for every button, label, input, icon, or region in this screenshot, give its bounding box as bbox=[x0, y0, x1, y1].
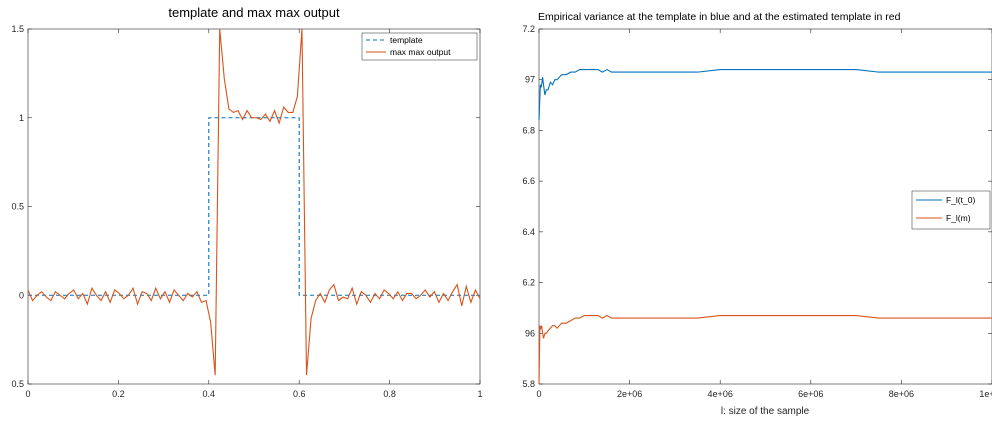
left-x-tick-label: 0 bbox=[25, 389, 30, 399]
right-x-tick-label: 8e+06 bbox=[889, 389, 914, 399]
right-x-tick-label: 4e+06 bbox=[708, 389, 733, 399]
right-series bbox=[538, 68, 992, 385]
legend-label-max-max-output: max max output bbox=[390, 47, 451, 57]
legend-label-template: template bbox=[390, 35, 423, 45]
right-y-tick-label: 97 bbox=[525, 75, 535, 85]
right-series-line-2 bbox=[538, 314, 992, 385]
left-y-tick-label: 1 bbox=[19, 113, 24, 123]
left-y-tick-label: 0.5 bbox=[11, 379, 24, 389]
right-y-ticks: 5.8 96 6.2 6.4 6.6 6.8 97 7.2 bbox=[522, 24, 992, 389]
right-chart: Empirical variance at the template in bl… bbox=[522, 11, 992, 417]
left-x-tick-label: 0.4 bbox=[203, 389, 216, 399]
left-series-line-2 bbox=[27, 28, 481, 376]
left-x-tick-label: 0.2 bbox=[112, 389, 125, 399]
left-legend-box bbox=[361, 32, 478, 61]
left-series bbox=[27, 28, 481, 376]
left-y-tick-label: 0 bbox=[19, 290, 24, 300]
right-y-tick-label: 96 bbox=[525, 328, 535, 338]
right-x-tick-label: 0 bbox=[536, 389, 541, 399]
right-x-tick-label: 1e+07 bbox=[979, 389, 992, 399]
right-y-tick-label: 6.8 bbox=[522, 125, 535, 135]
left-x-tick-label: 1 bbox=[477, 389, 482, 399]
right-series-line-1 bbox=[538, 68, 992, 121]
left-x-tick-label: 0.8 bbox=[383, 389, 396, 399]
left-x-ticks: 0 0.2 0.4 0.6 0.8 1 bbox=[25, 29, 483, 399]
legend-label-f-l-t0: F_l(t_0) bbox=[946, 195, 975, 205]
left-legend: template max max output bbox=[361, 32, 478, 61]
right-y-tick-label: 6.2 bbox=[522, 278, 535, 288]
right-y-tick-label: 6.6 bbox=[522, 176, 535, 186]
left-y-ticks: 0.5 0 0.5 1 1.5 bbox=[11, 24, 480, 389]
right-legend: F_l(t_0) F_l(m) bbox=[911, 190, 991, 230]
left-y-tick-label: 0.5 bbox=[11, 202, 24, 212]
right-y-tick-label: 6.4 bbox=[522, 227, 535, 237]
right-x-tick-label: 2e+06 bbox=[617, 389, 642, 399]
left-chart: template and max max output 0.500.511.5 … bbox=[11, 5, 482, 399]
right-x-axis-label: l: size of the sample bbox=[721, 406, 810, 417]
left-x-tick-label: 0.6 bbox=[293, 389, 306, 399]
left-y-tick-label: 1.5 bbox=[11, 24, 24, 34]
right-y-tick-label: 5.8 bbox=[522, 379, 535, 389]
left-chart-title: template and max max output bbox=[168, 5, 340, 20]
right-y-tick-label: 7.2 bbox=[522, 24, 535, 34]
right-x-tick-label: 6e+06 bbox=[798, 389, 823, 399]
legend-label-f-l-m: F_l(m) bbox=[946, 213, 971, 223]
right-chart-title: Empirical variance at the template in bl… bbox=[538, 11, 901, 23]
left-plot-area bbox=[27, 28, 481, 385]
right-legend-box bbox=[911, 190, 991, 230]
